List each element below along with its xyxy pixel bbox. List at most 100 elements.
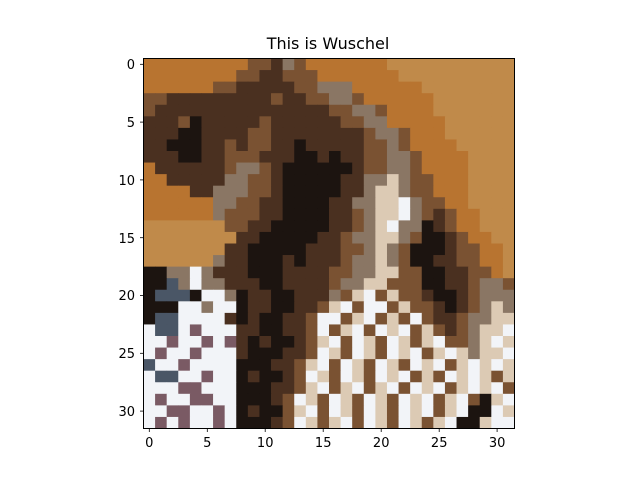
- image-pixel: [259, 266, 272, 279]
- image-pixel: [317, 266, 330, 279]
- image-pixel: [398, 301, 411, 314]
- image-pixel: [421, 208, 434, 221]
- image-pixel: [178, 127, 191, 140]
- image-pixel: [468, 58, 481, 71]
- image-pixel: [282, 405, 295, 418]
- image-pixel: [294, 416, 307, 429]
- image-pixel: [352, 58, 365, 71]
- image-pixel: [375, 347, 388, 360]
- y-tick-label: 0: [127, 58, 135, 73]
- image-pixel: [259, 370, 272, 383]
- image-pixel: [201, 116, 214, 129]
- image-pixel: [491, 312, 504, 325]
- image-pixel: [305, 162, 318, 175]
- image-pixel: [433, 174, 446, 187]
- image-pixel: [236, 243, 249, 256]
- image-pixel: [491, 289, 504, 302]
- image-pixel: [444, 336, 457, 348]
- image-pixel: [375, 312, 388, 325]
- image-pixel: [213, 104, 226, 117]
- image-pixel: [259, 382, 272, 395]
- image-pixel: [305, 336, 318, 348]
- image-pixel: [363, 127, 376, 140]
- image-pixel: [386, 162, 399, 175]
- image-pixel: [178, 289, 191, 302]
- image-pixel: [456, 393, 469, 406]
- image-pixel: [236, 231, 249, 244]
- image-pixel: [410, 278, 423, 291]
- image-pixel: [282, 93, 295, 106]
- image-pixel: [502, 336, 515, 348]
- image-pixel: [271, 70, 284, 83]
- image-pixel: [247, 416, 260, 429]
- image-pixel: [502, 370, 515, 383]
- image-pixel: [329, 127, 341, 140]
- image-pixel: [398, 393, 411, 406]
- image-pixel: [375, 162, 388, 175]
- image-pixel: [317, 197, 330, 210]
- image-pixel: [363, 336, 376, 348]
- image-pixel: [259, 336, 272, 348]
- image-pixel: [468, 220, 481, 233]
- image-pixel: [386, 382, 399, 395]
- image-pixel: [236, 255, 249, 268]
- image-pixel: [386, 243, 399, 256]
- image-pixel: [386, 359, 399, 372]
- image-pixel: [468, 301, 481, 314]
- image-pixel: [468, 116, 481, 129]
- image-pixel: [271, 416, 284, 429]
- image-pixel: [352, 93, 365, 106]
- image-pixel: [386, 289, 399, 302]
- image-pixel: [468, 347, 481, 360]
- image-pixel: [294, 370, 307, 383]
- image-pixel: [166, 359, 179, 372]
- image-pixel: [247, 405, 260, 418]
- image-pixel: [329, 243, 341, 256]
- image-pixel: [386, 255, 399, 268]
- image-pixel: [201, 185, 214, 198]
- image-pixel: [155, 370, 168, 383]
- image-pixel: [213, 93, 226, 106]
- image-pixel: [224, 208, 237, 221]
- image-pixel: [305, 208, 318, 221]
- image-pixel: [363, 266, 376, 279]
- image-pixel: [363, 405, 376, 418]
- image-pixel: [189, 324, 202, 337]
- image-pixel: [317, 139, 330, 152]
- image-pixel: [410, 220, 423, 233]
- image-pixel: [189, 266, 202, 279]
- image-pixel: [352, 127, 365, 140]
- image-pixel: [444, 370, 457, 383]
- image-pixel: [410, 151, 423, 163]
- image-pixel: [386, 70, 399, 83]
- image-pixel: [201, 162, 214, 175]
- image-pixel: [155, 116, 168, 129]
- image-pixel: [433, 220, 446, 233]
- image-pixel: [236, 336, 249, 348]
- image-pixel: [294, 347, 307, 360]
- image-pixel: [213, 70, 226, 83]
- image-pixel: [178, 359, 191, 372]
- image-pixel: [456, 151, 469, 163]
- image-pixel: [305, 289, 318, 302]
- image-pixel: [213, 81, 226, 94]
- image-pixel: [236, 116, 249, 129]
- image-pixel: [340, 231, 353, 244]
- image-pixel: [386, 324, 399, 337]
- image-pixel: [166, 127, 179, 140]
- image-pixel: [444, 359, 457, 372]
- image-pixel: [375, 324, 388, 337]
- image-pixel: [363, 359, 376, 372]
- image-pixel: [479, 151, 492, 163]
- image-pixel: [502, 255, 515, 268]
- image-pixel: [340, 151, 353, 163]
- image-pixel: [456, 359, 469, 372]
- image-pixel: [247, 116, 260, 129]
- image-pixel: [305, 324, 318, 337]
- image-pixel: [166, 197, 179, 210]
- image-pixel: [398, 255, 411, 268]
- image-pixel: [398, 174, 411, 187]
- image-pixel: [259, 208, 272, 221]
- image-pixel: [456, 104, 469, 117]
- image-pixel: [247, 93, 260, 106]
